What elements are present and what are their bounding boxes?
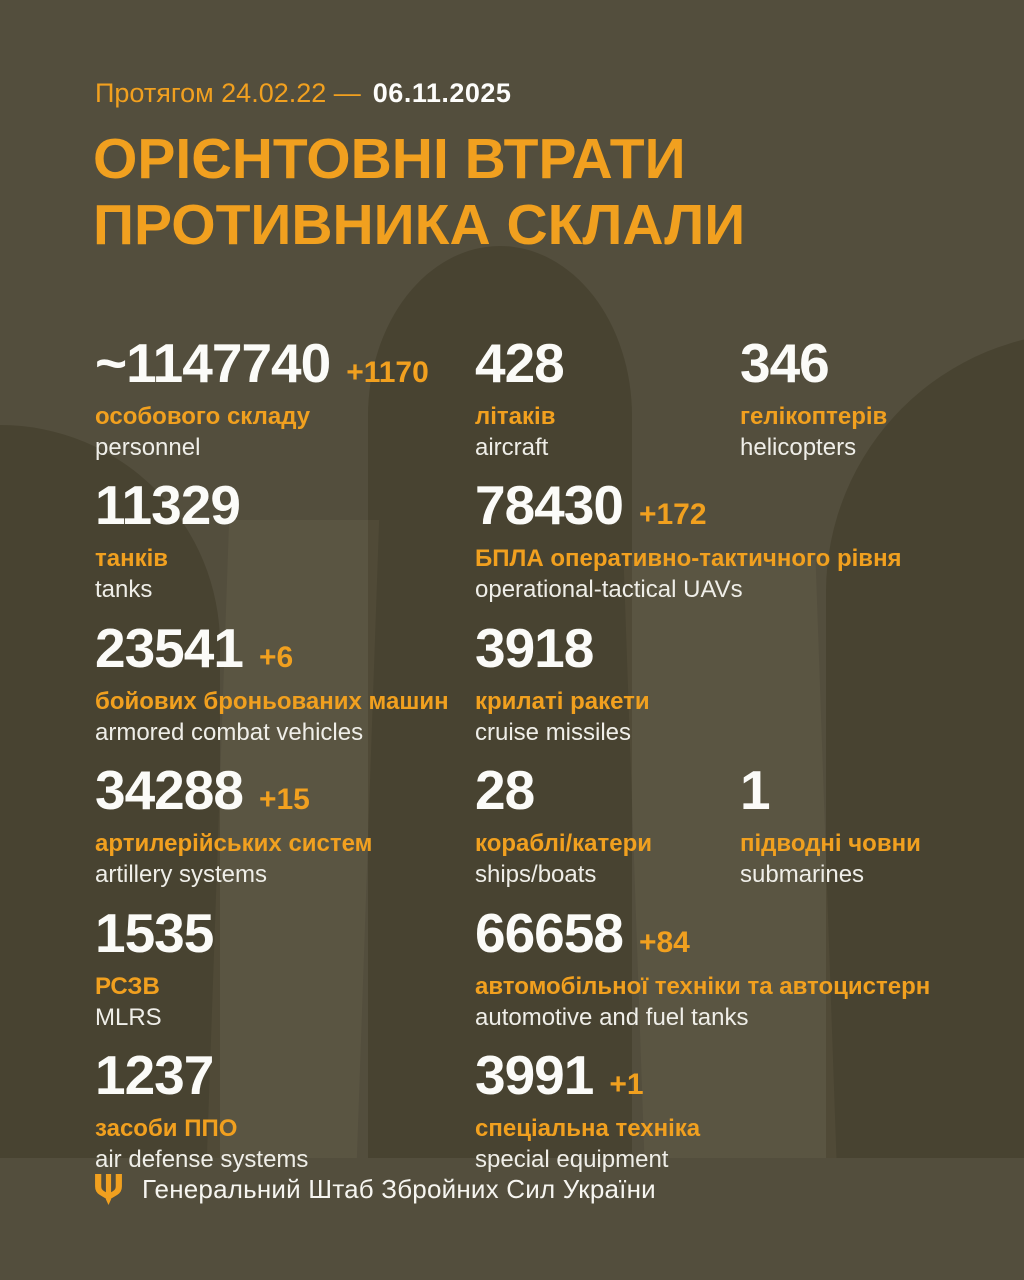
stat-value: 34288 [95,759,244,821]
page-title-line1: ОРІЄНТОВНІ ВТРАТИ [93,127,686,191]
stat-cruise-missiles: 3918 крилаті ракети cruise missiles [475,621,650,748]
trident-watermark-left-prong [0,425,220,1158]
stat-label-uk: артилерійських систем [95,830,373,857]
stat-label-uk: автомобільної техніки та автоцистерн [475,973,931,1000]
trident-watermark-middle-prong [368,246,632,1158]
stat-label-en: cruise missiles [475,719,632,746]
stat-label-uk: бойових броньованих машин [95,688,449,715]
footer: Генеральний Штаб Збройних Сил України [95,1174,656,1205]
stat-label-en: armored combat vehicles [95,719,364,746]
report-period: Протягом 24.02.22 — 06.11.2025 [95,78,511,109]
stat-label-en: ships/boats [475,861,597,888]
stat-tanks: 11329 танків tanks [95,474,241,605]
report-date: 06.11.2025 [372,78,512,108]
stat-label-uk: РСЗВ [95,973,160,1000]
stat-special-equipment: 3991 +1 спеціальна техніка special equip… [475,1048,700,1175]
stat-label-uk: спеціальна техніка [475,1115,701,1142]
stat-ships-boats: 28 кораблі/катери ships/boats [475,763,652,890]
stat-value: 78430 [475,474,624,536]
stat-delta: +15 [258,783,310,816]
stat-label-uk: танків [95,545,169,572]
tryzub-icon [95,1174,122,1205]
stat-value: 1 [740,759,771,821]
footer-org-name: Генеральний Штаб Збройних Сил України [142,1174,656,1204]
stat-delta: +1 [609,1068,644,1101]
stat-value: 23541 [95,617,244,679]
stat-value: 1535 [95,902,214,964]
stat-delta: +84 [638,926,690,959]
stat-label-uk: підводні човни [740,830,921,857]
page-title-line2: ПРОТИВНИКА СКЛАЛИ [93,193,746,257]
stat-label-en: submarines [740,861,865,888]
stat-aircraft: 428 літаків aircraft [475,332,565,463]
stat-submarines: 1 підводні човни submarines [740,763,921,890]
stat-label-uk: засоби ППО [95,1115,238,1142]
stat-label-uk: особового складу [95,403,311,430]
stat-uavs: 78430 +172 БПЛА оперативно-тактичного рі… [475,478,902,605]
stat-label-en: personnel [95,434,201,461]
stat-label-en: MLRS [95,1004,162,1031]
stat-label-uk: гелікоптерів [740,403,888,430]
trident-watermark-right-prong [826,332,1024,1158]
stat-label-en: artillery systems [95,861,268,888]
stat-label-en: tanks [95,576,153,603]
stat-value: 346 [740,332,830,394]
stat-value: 428 [475,332,565,394]
stat-value: 66658 [475,902,624,964]
stat-value: 1237 [95,1044,214,1106]
stat-delta: +1170 [346,356,429,389]
stat-label-en: air defense systems [95,1146,309,1173]
stat-delta: +6 [258,641,294,674]
stat-label-en: helicopters [740,434,857,461]
stat-air-defense: 1237 засоби ППО air defense systems [95,1048,308,1175]
stat-artillery-systems: 34288 +15 артилерійських систем artiller… [95,763,372,890]
stat-label-uk: БПЛА оперативно-тактичного рівня [475,545,902,572]
stat-value: 3918 [475,617,594,679]
stat-automotive: 66658 +84 автомобільної техніки та автоц… [475,906,930,1033]
period-prefix: Протягом 24.02.22 — [95,78,361,108]
stat-value: 11329 [95,474,241,536]
stat-label-uk: крилаті ракети [475,688,650,715]
stat-value: ~1147740 [95,332,331,394]
stat-personnel: ~1147740 +1170 особового складу personne… [95,336,429,463]
stat-value: 3991 [475,1044,594,1106]
stat-armored-combat-vehicles: 23541 +6 бойових броньованих машин armor… [95,621,449,748]
stat-label-en: operational-tactical UAVs [475,576,743,603]
stat-label-uk: літаків [475,403,556,430]
stat-value: 28 [475,759,535,821]
stat-delta: +172 [638,498,707,531]
stat-label-en: automotive and fuel tanks [475,1004,749,1031]
stat-mlrs: 1535 РСЗВ MLRS [95,902,214,1033]
stat-label-uk: кораблі/катери [475,830,653,857]
page-title: ОРІЄНТОВНІ ВТРАТИ ПРОТИВНИКА СКЛАЛИ [93,126,745,258]
stat-helicopters: 346 гелікоптерів helicopters [740,336,887,463]
stat-label-en: aircraft [475,434,549,461]
stat-label-en: special equipment [475,1146,669,1173]
